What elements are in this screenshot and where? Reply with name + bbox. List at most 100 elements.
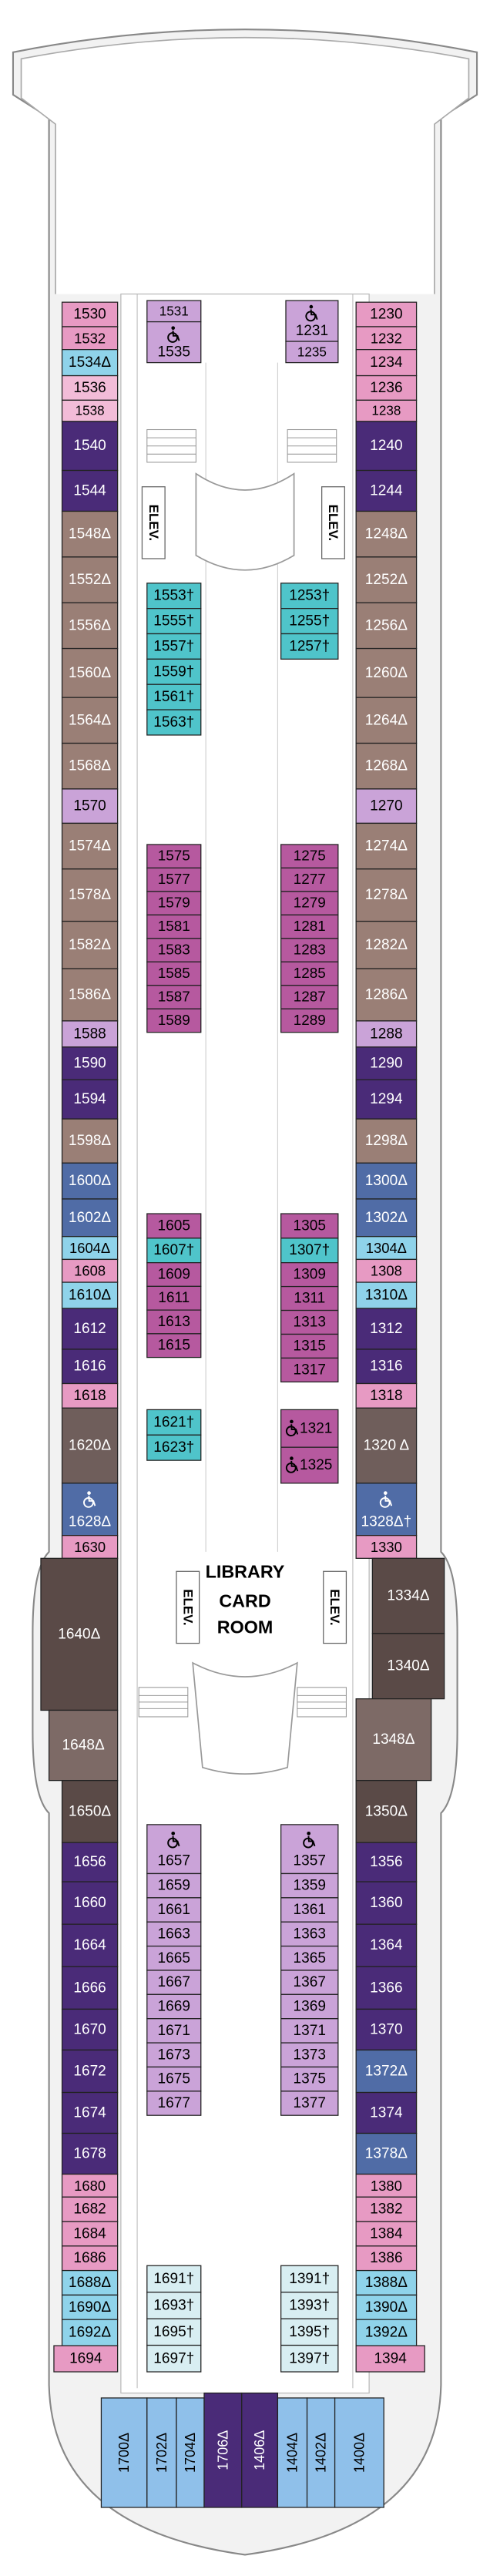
cabin — [355, 1779, 418, 1843]
cabin-label: 1310Δ — [365, 1288, 408, 1304]
cabin — [146, 1872, 202, 1899]
cabin-label: 1321 — [300, 1420, 332, 1436]
cabin-label: 1690Δ — [69, 2299, 111, 2316]
cabin — [355, 1382, 418, 1409]
cabin-label: 1552Δ — [69, 572, 111, 588]
cabin-label: 1404Δ — [284, 2433, 300, 2473]
cabin-label: 1318 — [370, 1388, 402, 1404]
accessible-icon — [167, 1831, 180, 1849]
hull-inner-line — [20, 36, 470, 294]
cabin — [146, 867, 202, 892]
icon-body — [172, 1835, 180, 1847]
cabin — [48, 1709, 119, 1782]
cabin — [146, 1285, 202, 1311]
cabin-label: 1390Δ — [365, 2299, 408, 2316]
cabin — [61, 1535, 119, 1559]
icon-body — [290, 1424, 299, 1435]
cabin-label: 1553† — [153, 588, 194, 604]
cabin — [146, 1993, 202, 2020]
cabin — [53, 2345, 119, 2373]
cabin-label: 1371 — [294, 2023, 326, 2039]
cabin-label: 1393† — [289, 2297, 330, 2313]
cabin-label: 1378Δ — [365, 2146, 408, 2162]
cabin — [241, 2392, 279, 2508]
cabin — [61, 1881, 119, 1925]
cabin — [61, 2173, 119, 2198]
icon-body — [88, 1495, 96, 1506]
cabin — [280, 1285, 339, 1312]
cabin-label: 1674 — [73, 2105, 106, 2121]
cabin-label: 1316 — [370, 1359, 402, 1375]
cabin — [280, 2042, 339, 2068]
cabin — [146, 2091, 202, 2116]
cabin — [355, 510, 418, 558]
cabin-label: 1309 — [294, 1267, 326, 1283]
cabin-label: 1563† — [153, 714, 194, 730]
cabin-label: 1657 — [158, 1852, 190, 1869]
cabin — [146, 2042, 202, 2068]
cabin-label: 1561† — [153, 689, 194, 705]
cabin — [280, 608, 339, 635]
cabin-label: 1375 — [294, 2071, 326, 2087]
cabin-label: 1365 — [294, 1950, 326, 1966]
cabin-label: 1557† — [153, 638, 194, 654]
cabin — [355, 2269, 418, 2296]
cabin-label: 1661 — [158, 1902, 190, 1918]
cabin-label: 1620Δ — [69, 1438, 111, 1454]
cabin-label: 1618 — [73, 1388, 106, 1404]
cabin — [280, 2066, 339, 2092]
cabin-label: 1308 — [371, 1263, 402, 1279]
elevator-label: ELEV. — [327, 1589, 342, 1625]
icon-head — [171, 1831, 176, 1835]
cabin-label: 1598Δ — [69, 1133, 111, 1149]
cabin-label: 1675 — [158, 2071, 190, 2087]
cabin-label: 1582Δ — [69, 937, 111, 953]
cabin — [146, 1921, 202, 1947]
cabin-label: 1282Δ — [365, 937, 408, 953]
cabin-label: 1564Δ — [69, 712, 111, 728]
cabin-label: 1671 — [158, 2023, 190, 2039]
cabin — [355, 469, 418, 512]
cabin — [355, 1881, 418, 1925]
cabin-label: 1672 — [73, 2063, 106, 2079]
cabin — [355, 1162, 418, 1200]
cabin-label: 1294 — [370, 1091, 403, 1107]
cabin-label: 1356 — [370, 1854, 402, 1870]
cabin-label: 1602Δ — [69, 1210, 111, 1226]
stairs — [138, 428, 347, 1718]
cabin-label: 1253† — [289, 588, 330, 604]
cabin-label: 1589 — [158, 1013, 190, 1029]
cabin-label: 1340Δ — [387, 1658, 429, 1674]
cabin — [61, 602, 119, 650]
cabin-label: 1372Δ — [365, 2063, 408, 2079]
cabin — [355, 1198, 418, 1238]
cabin-label: 1700Δ — [116, 2433, 132, 2473]
cabin — [61, 1198, 119, 1238]
cabin-label: 1391† — [289, 2271, 330, 2287]
cabin-label: 1238 — [371, 404, 401, 418]
cabin — [355, 822, 418, 870]
cabin-label: 1680 — [74, 2178, 106, 2194]
cabin-label: 1581 — [158, 919, 190, 935]
cabin — [146, 1897, 202, 1923]
cabin — [146, 1945, 202, 1971]
library-label: LIBRARY — [206, 1561, 285, 1581]
cabin-label: 1317 — [294, 1362, 326, 1378]
cabin-label: 1270 — [370, 798, 402, 814]
cabin-label: 1279 — [294, 895, 326, 912]
cabin — [61, 2091, 119, 2134]
cabin — [371, 1557, 445, 1634]
cabin-label: 1248Δ — [365, 526, 408, 542]
cabin — [61, 920, 119, 969]
cabin-label: 1570 — [73, 798, 106, 814]
cabin-label: 1600Δ — [69, 1173, 111, 1189]
cabin — [146, 1262, 202, 1288]
cabin — [61, 2221, 119, 2247]
cabin — [146, 985, 202, 1009]
cabin — [355, 421, 418, 472]
cabin-label: 1330 — [371, 1539, 402, 1555]
cabin-label: 1278Δ — [365, 887, 408, 903]
cabin-label: 1688Δ — [69, 2275, 111, 2291]
cabin-label: 1304Δ — [366, 1240, 407, 1256]
